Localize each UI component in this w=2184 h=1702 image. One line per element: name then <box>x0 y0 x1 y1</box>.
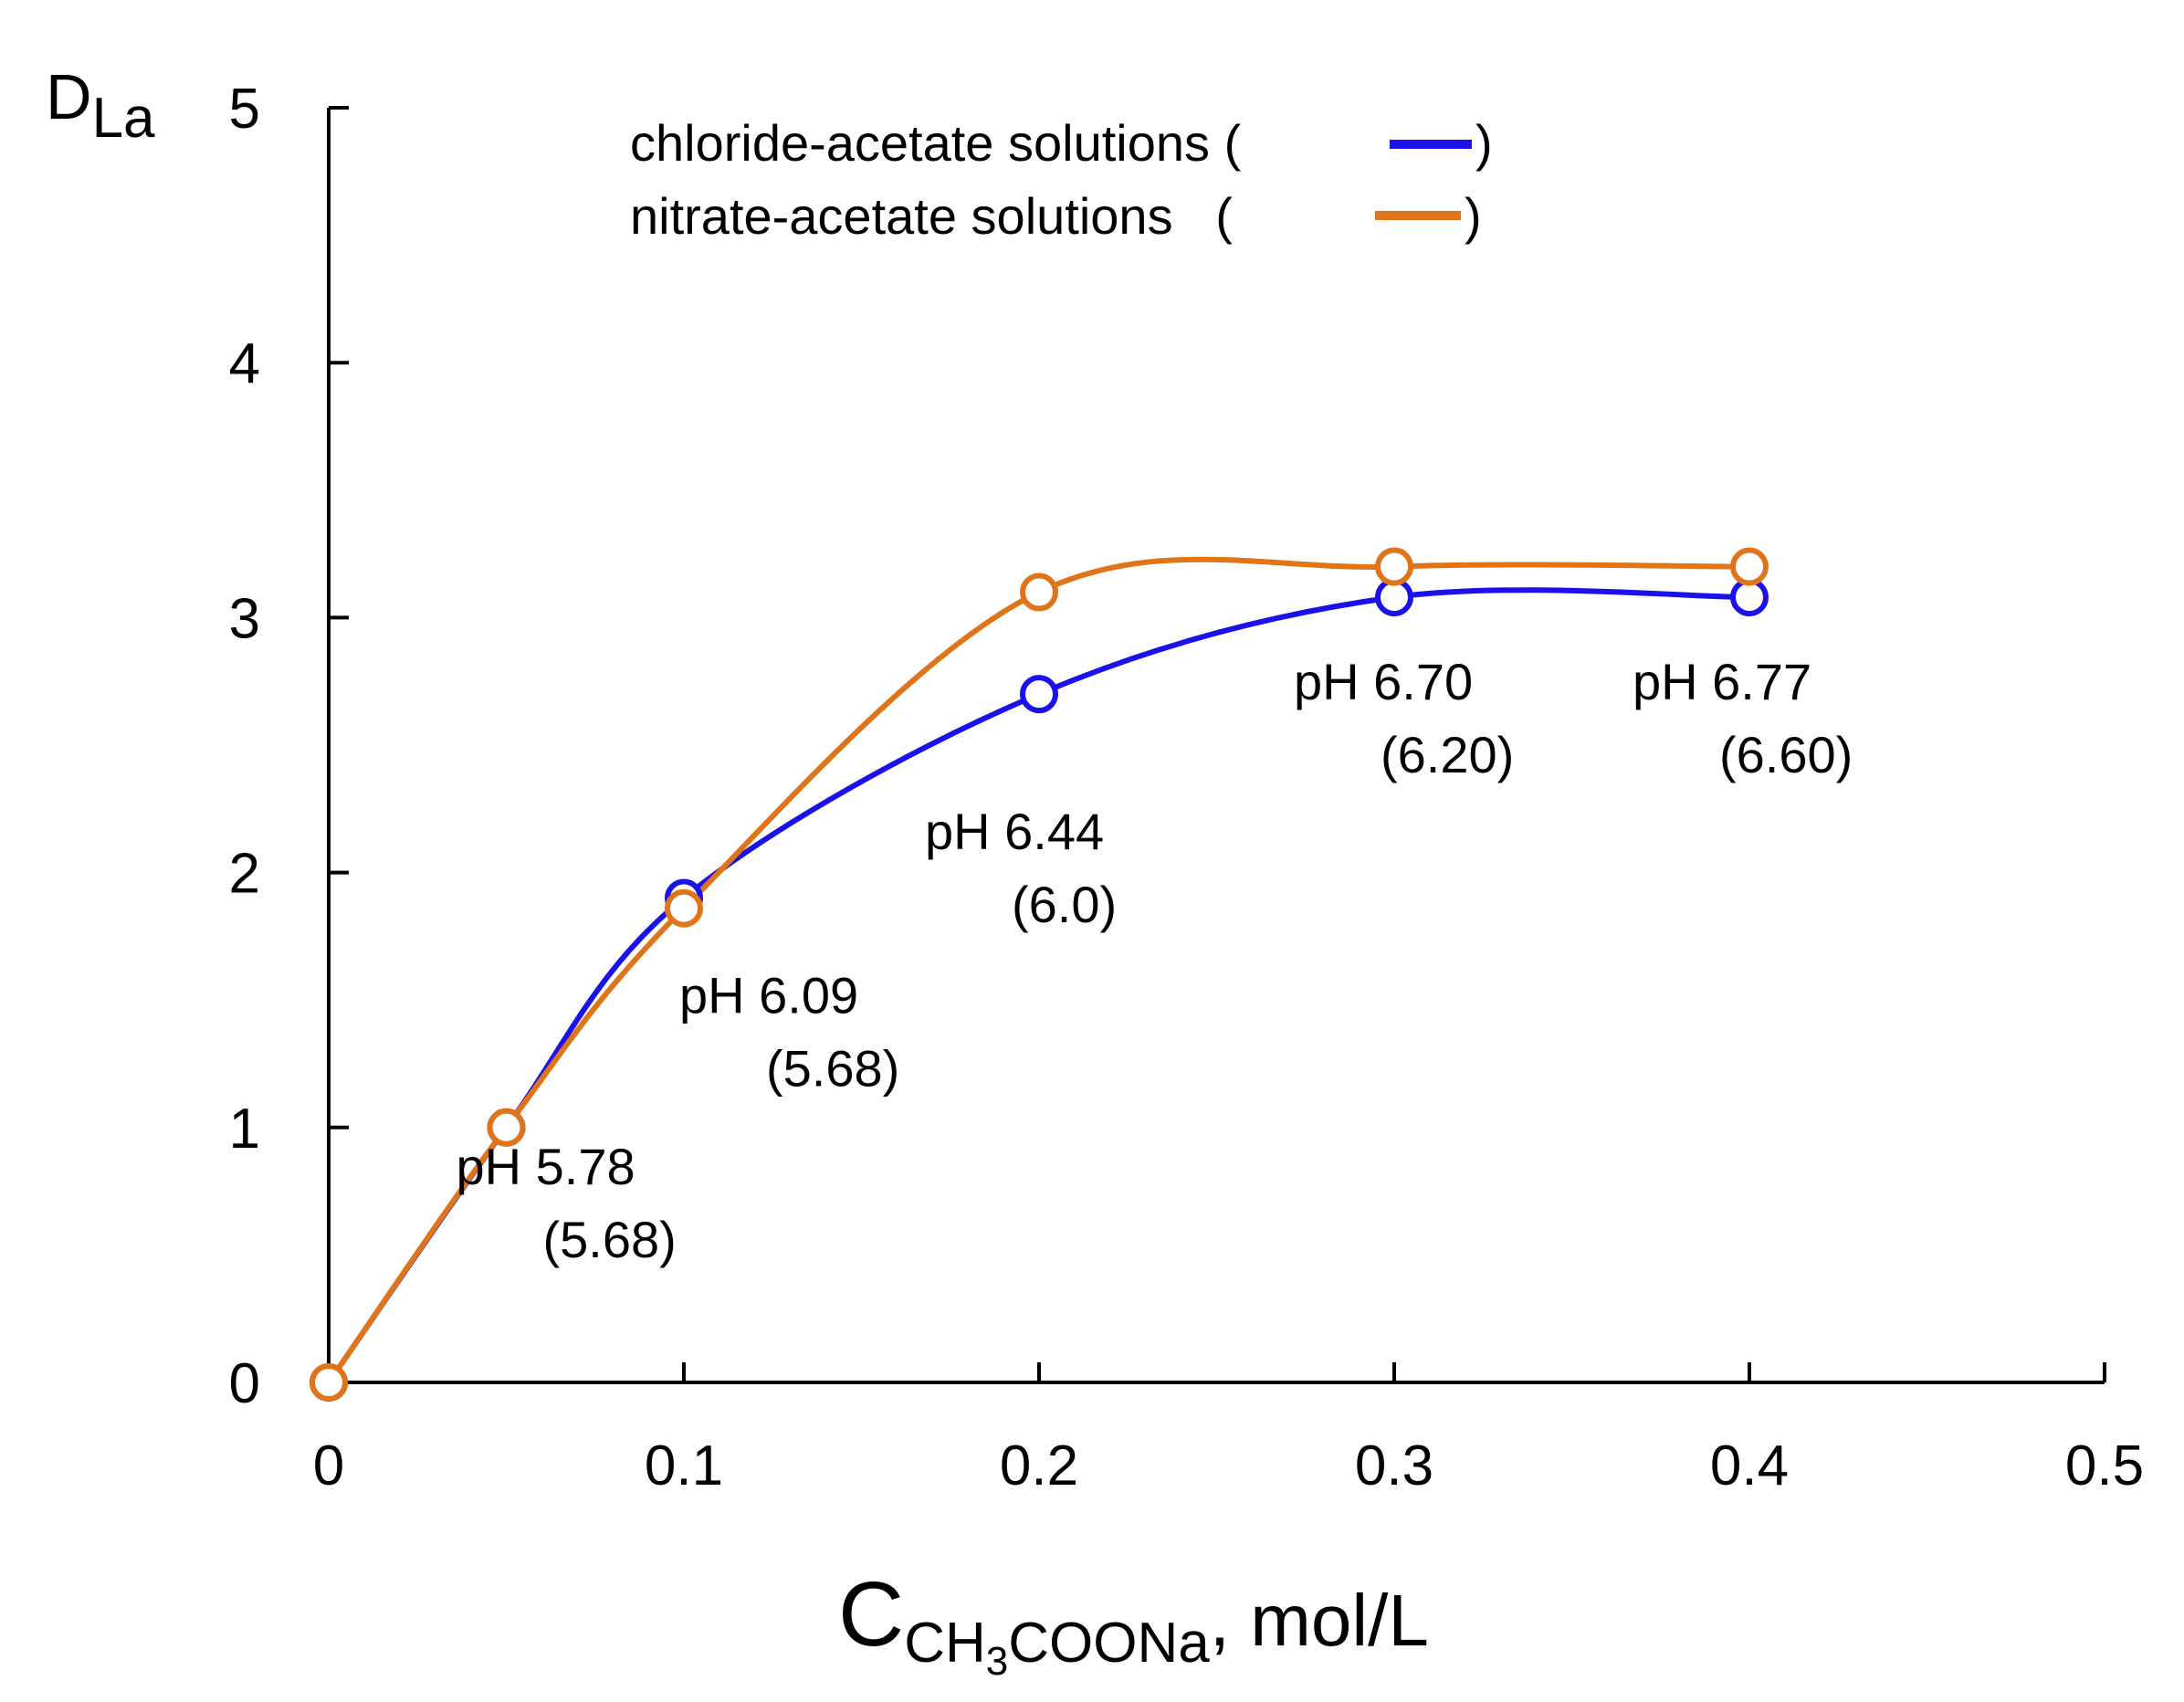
data-point-series-1 <box>1375 547 1413 586</box>
legend-label-nitrate: nitrate-acetate solutions ( <box>630 187 1233 245</box>
ph-annotation: pH 6.70 <box>1294 653 1473 710</box>
y-tick-label: 5 <box>229 78 260 141</box>
data-point-series-0 <box>1020 675 1058 714</box>
x-axis-label-rest: , mol/L <box>1210 1580 1429 1661</box>
series-line-1 <box>326 556 1750 1384</box>
ph-annotation: pH 6.77 <box>1633 653 1811 710</box>
data-point-series-1 <box>665 888 703 928</box>
x-axis-label: CCH3COONa, mol/L <box>838 1563 1429 1684</box>
series-lines <box>326 556 1750 1384</box>
x-tick-label: 0 <box>313 1434 344 1497</box>
ph-annotation: pH 6.09 <box>679 967 858 1024</box>
legend-close-nitrate: ) <box>1465 187 1482 245</box>
y-axis-label-main: D <box>46 61 92 132</box>
ph-annotation-paren: (6.60) <box>1719 726 1853 783</box>
y-tick-label: 0 <box>229 1352 260 1415</box>
x-tick-label: 0.2 <box>1000 1434 1078 1497</box>
y-tick-label: 2 <box>229 843 260 906</box>
y-tick-label: 4 <box>229 332 260 395</box>
x-axis-label-sub1: CH <box>904 1612 986 1675</box>
x-tick-label: 0.1 <box>645 1434 723 1497</box>
ph-annotation-paren: (5.68) <box>766 1040 899 1098</box>
ph-annotation: pH 5.78 <box>457 1138 635 1195</box>
x-tick-label: 0.3 <box>1355 1434 1433 1497</box>
y-axis-label-sub: La <box>92 87 155 150</box>
x-tick-label: 0.5 <box>2065 1434 2144 1497</box>
legend-label-chloride: chloride-acetate solutions ( <box>630 114 1242 172</box>
x-axis-label-sub3: COONa <box>1008 1612 1210 1675</box>
legend: chloride-acetate solutions ( ) nitrate-a… <box>630 114 1493 245</box>
x-axis-label-sub2: 3 <box>986 1639 1008 1684</box>
annotations: pH 5.78 (5.68) pH 6.09 (5.68) pH 6.44 (6.0) pH… <box>457 653 1853 1268</box>
x-tick-label: 0.4 <box>1710 1434 1789 1497</box>
data-point-series-1 <box>310 1363 348 1402</box>
ph-annotation-paren: (5.68) <box>543 1211 677 1268</box>
ph-annotation-paren: (6.0) <box>1012 876 1117 933</box>
y-tick-label: 1 <box>229 1098 260 1161</box>
axes: 0 0.1 0.2 0.3 0.4 0.5 0 1 2 3 4 5 <box>229 78 2145 1497</box>
x-axis-label-main: C <box>838 1563 904 1665</box>
legend-close-chloride: ) <box>1475 114 1493 172</box>
y-tick-label: 3 <box>229 587 260 650</box>
series-markers <box>310 547 1769 1402</box>
ph-annotation-paren: (6.20) <box>1381 726 1514 783</box>
data-point-series-1 <box>1730 547 1769 586</box>
ph-annotation: pH 6.44 <box>925 803 1104 860</box>
data-point-series-1 <box>1020 573 1058 612</box>
data-point-series-1 <box>487 1108 526 1147</box>
y-axis-label: DLa <box>46 61 155 150</box>
